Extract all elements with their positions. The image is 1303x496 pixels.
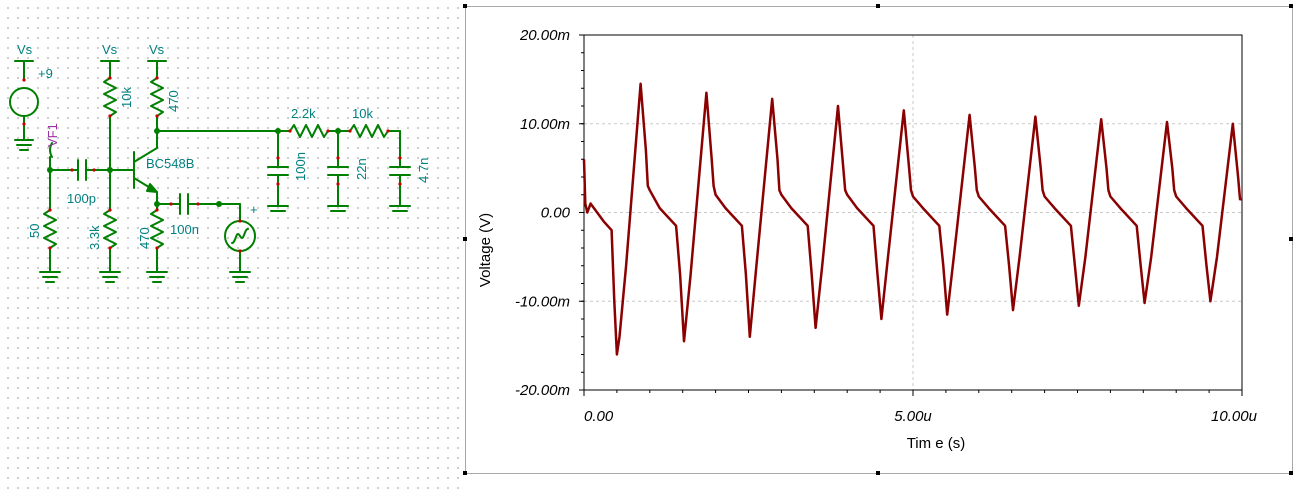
resize-handle[interactable] — [1289, 4, 1293, 8]
y-tick-label: -20.00m — [515, 382, 570, 399]
graph-window[interactable]: 20.00m 10.00m 0.00 -10.00m -20.00m 0.00 5.00u 1… — [465, 6, 1293, 474]
capacitor-input-label: 100p — [67, 191, 96, 206]
resistor-input-label: 50 — [27, 224, 42, 238]
filter-resistor-1-label: 2.2k — [291, 106, 316, 121]
voltage-chart: 20.00m 10.00m 0.00 -10.00m -20.00m 0.00 5.00u 1… — [477, 27, 1258, 452]
voltage-series-line — [582, 82, 1242, 356]
resistor-collector[interactable] — [147, 60, 167, 149]
y-tick-label: 20.00m — [519, 27, 570, 44]
x-tick-label: 5.00u — [894, 408, 932, 425]
resistor-bias-bottom-label: 3.3k — [87, 225, 102, 250]
filter-capacitor-1-label: 100n — [293, 152, 308, 181]
resistor-bias-bottom[interactable] — [99, 169, 121, 283]
voltmeter-label: VF1 — [45, 123, 60, 147]
generator-plus-label: + — [250, 202, 258, 217]
series-layer — [582, 82, 1242, 356]
supply-label: Vs — [17, 42, 33, 57]
supply-label: Vs — [149, 42, 165, 57]
resize-handle[interactable] — [463, 237, 467, 241]
resistor-bias-top[interactable] — [100, 60, 120, 171]
voltage-source[interactable] — [9, 60, 39, 151]
resistor-input[interactable] — [39, 169, 61, 283]
tick-labels: 20.00m 10.00m 0.00 -10.00m -20.00m 0.00 5.00u 1… — [515, 27, 1258, 425]
y-axis-label: Voltage (V) — [477, 213, 494, 287]
filter-capacitor-2-label: 22n — [354, 158, 369, 180]
filter-capacitor-2[interactable] — [327, 130, 349, 212]
resize-handle[interactable] — [1289, 471, 1293, 475]
resize-handle[interactable] — [463, 471, 467, 475]
x-tick-label: 0.00 — [584, 408, 614, 425]
transistor-label: BC548B — [146, 156, 194, 171]
grid — [584, 35, 1242, 390]
filter-capacitor-3-label: 4.7n — [416, 158, 431, 183]
x-tick-label: 10.00u — [1211, 408, 1258, 425]
filter-capacitor-1[interactable] — [267, 130, 289, 212]
resistor-collector-label: 470 — [166, 90, 181, 112]
supply-label: Vs — [102, 42, 118, 57]
resize-handle[interactable] — [876, 4, 880, 8]
capacitor-input[interactable] — [71, 159, 111, 181]
transistor-bc548b[interactable] — [133, 147, 158, 193]
y-tick-label: 0.00 — [541, 205, 571, 222]
resistor-bias-top-label: 10k — [119, 87, 134, 108]
filter-resistor-2-label: 10k — [352, 106, 373, 121]
schematic-drawing: Vs Vs Vs +9 VF1 10k 470 50 3.3k 470 100p… — [9, 42, 431, 283]
resize-handle[interactable] — [463, 4, 467, 8]
y-tick-label: 10.00m — [520, 116, 570, 133]
capacitor-emitter-label: 100n — [170, 222, 199, 237]
y-tick-label: -10.00m — [515, 293, 570, 310]
filter-capacitor-3[interactable] — [389, 130, 411, 212]
circuit-schematic[interactable]: Vs Vs Vs +9 VF1 10k 470 50 3.3k 470 100p… — [0, 0, 460, 496]
source-value-label: +9 — [38, 66, 53, 81]
x-axis-label: Tim e (s) — [907, 435, 966, 452]
resize-handle[interactable] — [1289, 237, 1293, 241]
resistor-emitter-label: 470 — [137, 227, 152, 249]
resize-handle[interactable] — [876, 471, 880, 475]
filter-resistor-2[interactable] — [337, 124, 401, 138]
